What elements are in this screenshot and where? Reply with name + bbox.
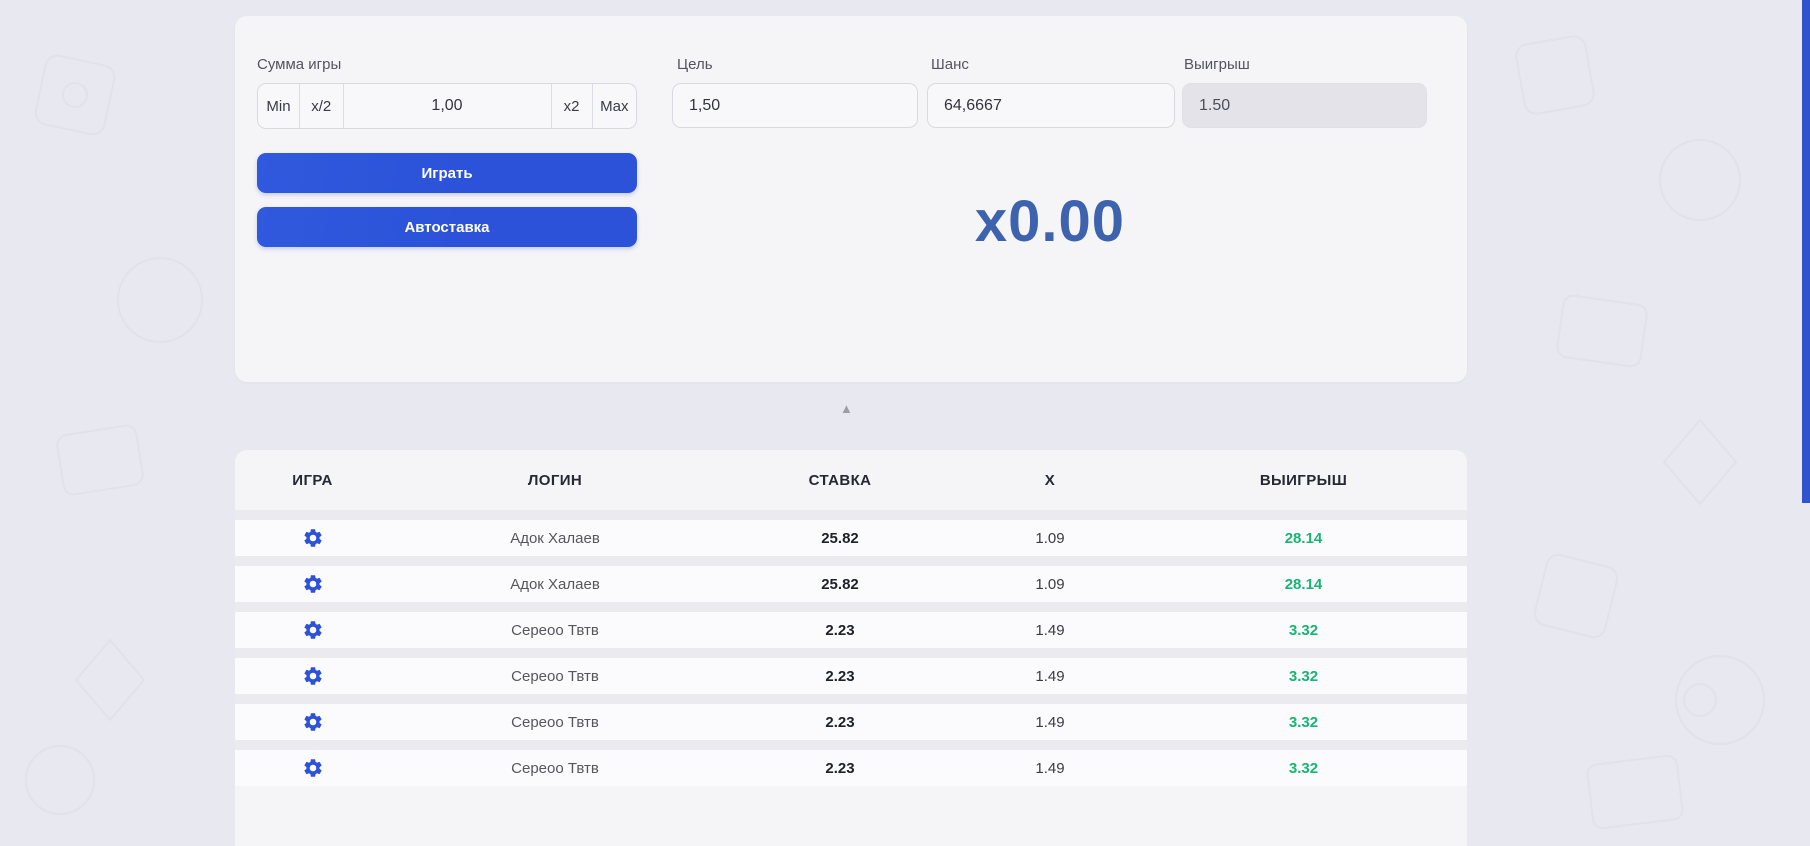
- autobet-button[interactable]: Автоставка: [257, 207, 637, 247]
- gear-icon[interactable]: [302, 711, 324, 733]
- table-header-row: ИГРА ЛОГИН СТАВКА Х ВЫИГРЫШ: [235, 450, 1467, 510]
- bet-cell: 25.82: [821, 529, 859, 547]
- target-input[interactable]: [672, 83, 918, 128]
- x-cell: 1.49: [1035, 713, 1065, 731]
- header-x: Х: [1044, 471, 1056, 489]
- bet-half-button[interactable]: x/2: [300, 84, 344, 128]
- gear-icon[interactable]: [302, 665, 324, 687]
- header-login: ЛОГИН: [527, 471, 583, 489]
- win-input: [1182, 83, 1427, 128]
- table-row: Сереоо Твтв 2.23 1.49 3.32: [235, 740, 1467, 786]
- x-cell: 1.49: [1035, 759, 1065, 777]
- x-cell: 1.49: [1035, 621, 1065, 639]
- win-cell: 3.32: [1288, 713, 1319, 731]
- table-row: Сереоо Твтв 2.23 1.49 3.32: [235, 694, 1467, 740]
- table-row: Сереоо Твтв 2.23 1.49 3.32: [235, 602, 1467, 648]
- bet-cell: 25.82: [821, 575, 859, 593]
- game-cell: [235, 619, 390, 641]
- bet-amount-control: Min x/2 x2 Max: [257, 83, 637, 129]
- bet-double-button[interactable]: x2: [552, 84, 593, 128]
- bet-cell: 2.23: [825, 667, 855, 685]
- login-cell: Адок Халаев: [510, 529, 600, 547]
- x-cell: 1.09: [1035, 529, 1065, 547]
- gear-icon[interactable]: [302, 619, 324, 641]
- win-cell: 3.32: [1288, 621, 1319, 639]
- game-panel: Сумма игры Min x/2 x2 Max Цель Шанс Выиг…: [235, 16, 1467, 382]
- table-body: Адок Халаев 25.82 1.09 28.14 Адок Халаев…: [235, 510, 1467, 786]
- gear-icon[interactable]: [302, 527, 324, 549]
- target-label: Цель: [677, 56, 713, 73]
- table-row: Сереоо Твтв 2.23 1.49 3.32: [235, 648, 1467, 694]
- login-cell: Сереоо Твтв: [511, 713, 599, 731]
- scroll-up-icon[interactable]: ▲: [840, 401, 853, 416]
- table-row: Адок Халаев 25.82 1.09 28.14: [235, 556, 1467, 602]
- header-game: ИГРА: [292, 471, 333, 489]
- login-cell: Сереоо Твтв: [511, 759, 599, 777]
- x-cell: 1.09: [1035, 575, 1065, 593]
- login-cell: Сереоо Твтв: [511, 667, 599, 685]
- history-panel: ИГРА ЛОГИН СТАВКА Х ВЫИГРЫШ Адок Халаев …: [235, 450, 1467, 846]
- gear-icon[interactable]: [302, 757, 324, 779]
- bet-amount-label: Сумма игры: [257, 56, 342, 73]
- chance-label: Шанс: [931, 56, 969, 73]
- bet-cell: 2.23: [825, 713, 855, 731]
- game-cell: [235, 573, 390, 595]
- play-button[interactable]: Играть: [257, 153, 637, 193]
- x-cell: 1.49: [1035, 667, 1065, 685]
- win-cell: 3.32: [1288, 759, 1319, 777]
- gear-icon[interactable]: [302, 573, 324, 595]
- game-cell: [235, 527, 390, 549]
- chance-input[interactable]: [927, 83, 1175, 128]
- table-row: Адок Халаев 25.82 1.09 28.14: [235, 510, 1467, 556]
- game-cell: [235, 711, 390, 733]
- header-win: ВЫИГРЫШ: [1259, 471, 1348, 489]
- bet-amount-input[interactable]: [343, 84, 552, 128]
- header-bet: СТАВКА: [808, 471, 872, 489]
- scrollbar-thumb[interactable]: [1802, 0, 1810, 503]
- game-cell: [235, 757, 390, 779]
- multiplier-display: x0.00: [974, 189, 1126, 254]
- win-cell: 3.32: [1288, 667, 1319, 685]
- bet-cell: 2.23: [825, 759, 855, 777]
- game-cell: [235, 665, 390, 687]
- login-cell: Адок Халаев: [510, 575, 600, 593]
- win-cell: 28.14: [1284, 529, 1323, 547]
- login-cell: Сереоо Твтв: [511, 621, 599, 639]
- bet-min-button[interactable]: Min: [258, 84, 300, 128]
- win-cell: 28.14: [1284, 575, 1323, 593]
- win-label: Выигрыш: [1184, 56, 1250, 73]
- bet-max-button[interactable]: Max: [593, 84, 636, 128]
- bet-cell: 2.23: [825, 621, 855, 639]
